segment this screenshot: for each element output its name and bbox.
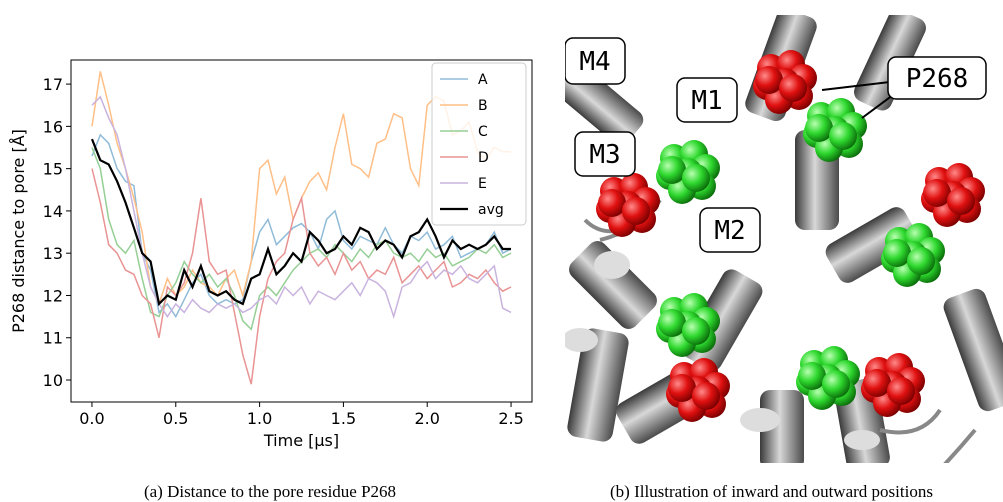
y-tick-label: 13 [43, 244, 63, 263]
caption: (b) Illustration of inward and outward p… [610, 482, 933, 501]
series-line [91, 95, 512, 320]
atom [658, 309, 686, 337]
legend-label: B [478, 98, 488, 114]
legend-label: A [478, 72, 488, 88]
series-line [91, 168, 512, 385]
y-axis-label: P268 distance to pore [Å] [9, 129, 28, 333]
atom [598, 189, 626, 217]
labels [565, 37, 987, 253]
atom [692, 382, 720, 410]
atom [947, 187, 975, 215]
x-axis-label: Time [μs] [263, 431, 339, 450]
x-tick-label: 1.5 [331, 409, 356, 428]
y-tick-label: 16 [43, 117, 63, 136]
residue-clusters [596, 50, 985, 422]
x-tick-label: 2.0 [415, 409, 440, 428]
atom [923, 179, 951, 207]
y-tick-label: 10 [43, 371, 63, 390]
helix-label: M3 [589, 140, 620, 170]
x-tick-label: 2.5 [498, 409, 523, 428]
atom [887, 377, 915, 405]
legend-label: E [478, 176, 487, 192]
axes-frame [70, 59, 533, 403]
atom [682, 317, 710, 345]
y-tick-label: 17 [43, 75, 63, 94]
atom [798, 362, 826, 390]
y-tick-label: 14 [43, 202, 63, 221]
legend-label: D [478, 150, 489, 166]
atom [658, 156, 686, 184]
y-tick-label: 11 [43, 329, 63, 348]
atom [682, 164, 710, 192]
series-line [90, 138, 511, 307]
legend-label: C [478, 124, 488, 140]
atom [805, 114, 833, 142]
atom [622, 197, 650, 225]
y-tick-label: 12 [43, 286, 63, 305]
legend-label: avg [478, 202, 504, 218]
atom [755, 66, 783, 94]
atom [668, 374, 696, 402]
atom [863, 369, 891, 397]
x-tick-label: 0.0 [79, 409, 104, 428]
y-tick-label: 15 [43, 160, 63, 179]
atom [822, 370, 850, 398]
helix-label: M1 [691, 86, 722, 116]
helix-label: M2 [714, 216, 745, 246]
x-tick-label: 1.0 [247, 409, 272, 428]
illustration: M4 M1 M3 M2 P268 [565, 15, 1003, 463]
atom [779, 74, 807, 102]
caption: (a) Distance to the pore residue P268 [144, 482, 396, 501]
atom [883, 239, 911, 267]
x-tick-label: 0.5 [163, 409, 188, 428]
residue-label: P268 [906, 64, 969, 94]
atom [829, 122, 857, 150]
atom [907, 247, 935, 275]
helix-label: M4 [579, 47, 610, 77]
legend-box [431, 62, 527, 226]
